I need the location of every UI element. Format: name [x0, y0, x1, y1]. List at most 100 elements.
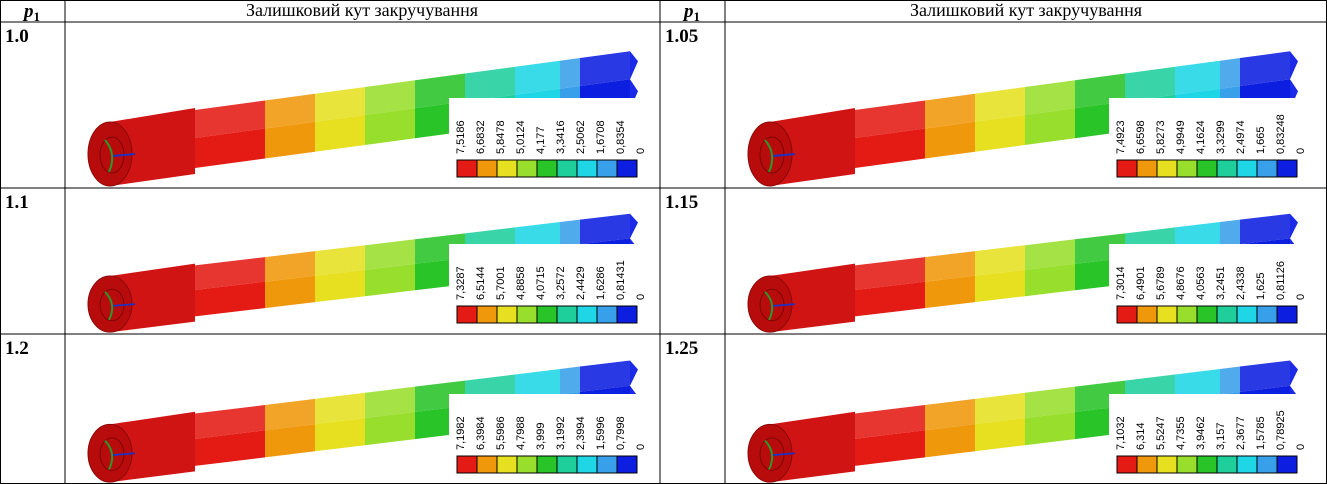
legend-swatch — [1177, 160, 1197, 177]
legend-label: 6,6598 — [1135, 120, 1147, 154]
header-title: Залишковий кут закручування — [246, 0, 478, 20]
shaft-top — [1220, 220, 1240, 247]
legend-label: 6,5144 — [475, 266, 487, 300]
legend-label: 2,4974 — [1235, 120, 1247, 154]
legend-label: 0 — [1295, 148, 1307, 154]
legend-swatch — [457, 306, 477, 323]
legend-label: 3,157 — [1215, 422, 1227, 450]
legend-label: 5,8273 — [1155, 120, 1167, 154]
p-value: 1.2 — [5, 338, 29, 359]
legend-label: 4,9949 — [1175, 120, 1187, 154]
legend-swatch — [1237, 306, 1257, 323]
legend-swatch — [1137, 160, 1157, 177]
legend-swatch — [1257, 160, 1277, 177]
legend-swatch — [1117, 306, 1137, 323]
legend-label: 0 — [635, 148, 647, 154]
legend-label: 2,4338 — [1235, 266, 1247, 300]
field-image: 7,10326,3145,52474,73553,94623,1572,3677… — [748, 360, 1307, 482]
p-value: 1.0 — [5, 26, 29, 47]
legend-swatch — [597, 456, 617, 473]
legend-swatch — [1137, 306, 1157, 323]
legend-swatch — [597, 160, 617, 177]
p-value: 1.15 — [665, 192, 698, 213]
legend-swatch — [517, 456, 537, 473]
symbol: p — [22, 1, 34, 22]
legend-label: 0,78925 — [1275, 410, 1287, 450]
shaft-top — [560, 220, 580, 247]
legend-label: 7,5186 — [455, 120, 467, 154]
legend-swatch — [1257, 456, 1277, 473]
legend-label: 7,3014 — [1115, 266, 1127, 300]
legend-label: 2,3677 — [1235, 416, 1247, 450]
legend-label: 0,7998 — [615, 416, 627, 450]
legend-swatch — [1277, 160, 1297, 177]
legend-label: 5,7001 — [495, 266, 507, 300]
legend-label: 7,1982 — [455, 416, 467, 450]
legend-label: 5,0124 — [515, 120, 527, 154]
legend-label: 5,5986 — [495, 416, 507, 450]
legend-swatch — [1217, 456, 1237, 473]
field-image: 7,51866,68325,84785,01244,1773,34162,506… — [88, 51, 647, 186]
field-image: 7,30146,49015,67894,86764,05633,24512,43… — [748, 214, 1307, 332]
legend-label: 4,0715 — [535, 266, 547, 300]
legend-label: 1,665 — [1255, 126, 1267, 154]
legend-swatch — [577, 456, 597, 473]
legend-label: 1,5996 — [595, 416, 607, 450]
legend-swatch — [1117, 160, 1137, 177]
legend-swatch — [1117, 456, 1137, 473]
legend-label: 0 — [635, 294, 647, 300]
legend-label: 4,7355 — [1175, 416, 1187, 450]
p-value: 1.25 — [665, 338, 698, 359]
legend-label: 6,3984 — [475, 416, 487, 450]
legend-swatch — [497, 306, 517, 323]
p-value: 1.1 — [5, 192, 29, 213]
legend-label: 7,3287 — [455, 266, 467, 300]
legend-label: 2,4429 — [575, 266, 587, 300]
legend-swatch — [1277, 306, 1297, 323]
legend-label: 2,3994 — [575, 416, 587, 450]
legend-swatch — [1137, 456, 1157, 473]
legend-swatch — [597, 306, 617, 323]
legend-swatch — [557, 456, 577, 473]
legend-label: 6,4901 — [1135, 266, 1147, 300]
legend-label: 4,177 — [535, 126, 547, 154]
legend-swatch — [1157, 160, 1177, 177]
legend-label: 7,4923 — [1115, 120, 1127, 154]
legend-label: 2,5062 — [575, 120, 587, 154]
legend-swatch — [1197, 160, 1217, 177]
legend-label: 3,3416 — [555, 120, 567, 154]
legend-swatch — [1177, 306, 1197, 323]
legend-swatch — [1157, 306, 1177, 323]
legend-swatch — [1217, 160, 1237, 177]
legend-label: 1,6286 — [595, 266, 607, 300]
legend-swatch — [1217, 306, 1237, 323]
legend-label: 0,83248 — [1275, 114, 1287, 154]
legend-swatch — [1177, 456, 1197, 473]
legend-label: 4,8858 — [515, 266, 527, 300]
legend-label: 0 — [1295, 294, 1307, 300]
legend-label: 4,1624 — [1195, 120, 1207, 154]
legend-label: 3,999 — [535, 422, 547, 450]
legend-label: 5,5247 — [1155, 416, 1167, 450]
legend-label: 1,625 — [1255, 272, 1267, 300]
legend-swatch — [617, 306, 637, 323]
legend-label: 4,7988 — [515, 416, 527, 450]
legend-label: 5,6789 — [1155, 266, 1167, 300]
legend-label: 6,314 — [1135, 422, 1147, 450]
p-value: 1.05 — [665, 26, 698, 47]
symbol: p — [682, 1, 694, 22]
legend-swatch — [537, 456, 557, 473]
legend-label: 3,9462 — [1195, 416, 1207, 450]
legend-swatch — [477, 306, 497, 323]
legend-swatch — [1257, 306, 1277, 323]
legend-swatch — [557, 306, 577, 323]
legend-label: 4,8676 — [1175, 266, 1187, 300]
legend-label: 3,3299 — [1215, 120, 1227, 154]
legend-label: 1,6708 — [595, 120, 607, 154]
shaft-top — [1220, 367, 1240, 395]
legend-swatch — [517, 306, 537, 323]
legend-swatch — [1277, 456, 1297, 473]
legend-label: 0,81126 — [1275, 261, 1287, 300]
header-p: p1 — [682, 1, 700, 24]
